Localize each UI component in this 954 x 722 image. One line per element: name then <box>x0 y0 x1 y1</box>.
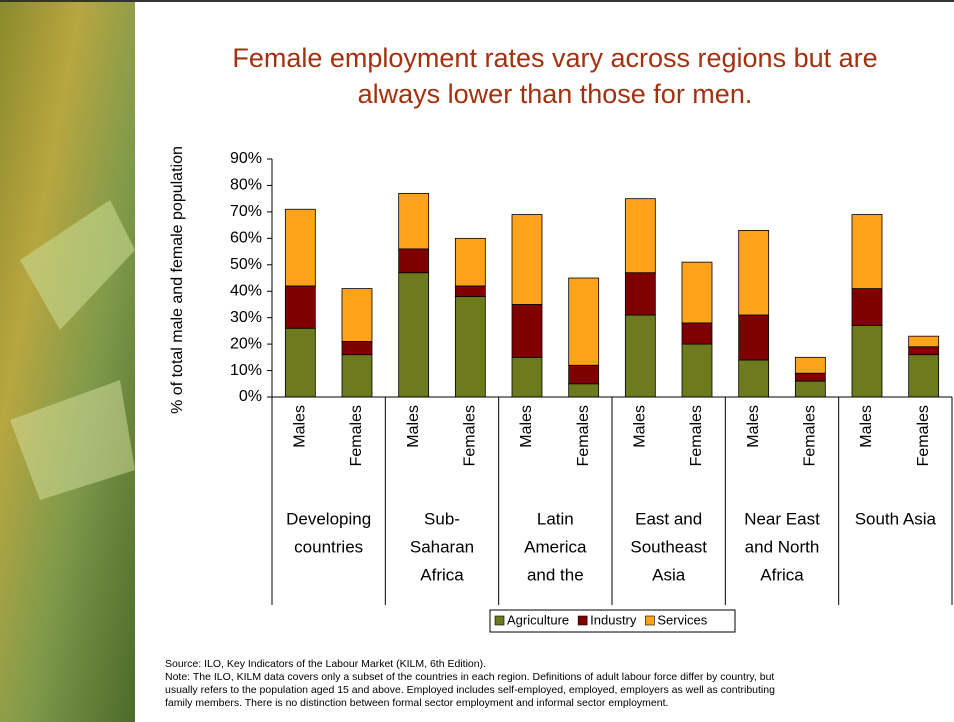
bar-segment <box>284 285 316 329</box>
note: usually refers to the population aged 15… <box>165 684 775 696</box>
x-tick-label: Males <box>632 405 649 448</box>
x-tick-label: Males <box>405 405 422 448</box>
bar-segment <box>681 343 713 398</box>
bar-segment <box>738 314 770 361</box>
bar-segment <box>851 288 883 327</box>
y-tick-label: 0% <box>239 388 262 405</box>
bar-segment <box>738 359 770 398</box>
bar-segment <box>454 285 486 297</box>
y-tick-label: 50% <box>230 256 262 273</box>
group-label: Saharan <box>410 537 474 556</box>
group-label: and the <box>527 565 584 584</box>
group-label: Sub- <box>424 509 460 528</box>
bar-segment <box>284 208 316 287</box>
y-tick-label: 20% <box>230 335 262 352</box>
group-label: Latin <box>537 509 574 528</box>
group-label: South Asia <box>855 509 937 528</box>
note: Note: The ILO, KILM data covers only a s… <box>165 671 774 683</box>
group-label: Near East <box>744 509 820 528</box>
group-label: America <box>524 537 587 556</box>
bar-segment <box>511 356 543 398</box>
y-tick-label: 90% <box>230 150 262 167</box>
legend-label: Agriculture <box>507 612 569 627</box>
bar-segment <box>851 214 883 289</box>
bar-segment <box>624 198 656 274</box>
legend-swatch <box>494 615 505 626</box>
decor-strip <box>0 0 135 722</box>
bar-segment <box>794 380 826 398</box>
legend-swatch <box>645 615 655 626</box>
x-tick-label: Females <box>462 405 479 466</box>
x-tick-label: Males <box>518 405 535 448</box>
bar-segment <box>908 335 940 348</box>
group-label: Southeast <box>630 537 707 556</box>
group-label: countries <box>294 537 363 556</box>
bar-segment <box>568 277 600 366</box>
chart-title: Female employment rates vary across regi… <box>232 43 877 73</box>
x-tick-label: Females <box>575 405 592 466</box>
y-tick-label: 40% <box>230 282 262 299</box>
x-tick-label: Females <box>348 405 365 466</box>
bar-segment <box>398 248 430 274</box>
y-tick-label: 30% <box>230 309 262 326</box>
chart-title: always lower than those for men. <box>358 79 753 109</box>
bar-segment <box>681 261 713 324</box>
x-tick-label: Males <box>858 405 875 448</box>
bar-segment <box>908 346 940 356</box>
bar-segment <box>511 304 543 358</box>
bar-segment <box>341 288 373 342</box>
x-tick-label: Females <box>688 405 705 466</box>
legend-label: Services <box>657 612 707 627</box>
bar-segment <box>454 296 486 398</box>
bar-segment <box>568 364 600 385</box>
legend: Agriculture Industry Services <box>489 609 736 633</box>
bar-segment <box>284 327 316 398</box>
bar-segment <box>341 354 373 398</box>
bar-segment <box>851 325 883 398</box>
bar-segment <box>454 237 486 287</box>
group-label: Developing <box>286 509 371 528</box>
bar-segment <box>341 341 373 356</box>
bar-segment <box>681 322 713 345</box>
bar-segment <box>624 314 656 398</box>
x-tick-label: Females <box>802 405 819 466</box>
bar-segment <box>398 192 430 250</box>
group-label: East and <box>635 509 702 528</box>
decor-shape <box>10 380 135 500</box>
x-tick-label: Males <box>745 405 762 448</box>
bar-segment <box>511 214 543 305</box>
bar-segment <box>738 229 770 316</box>
source: Source: ILO, Key Indicators of the Labou… <box>165 658 486 670</box>
group-label: and North <box>745 537 820 556</box>
y-tick-label: 80% <box>230 177 262 194</box>
note: family members. There is no distinction … <box>165 697 668 709</box>
group-label: Africa <box>420 565 464 584</box>
group-label: Asia <box>652 565 686 584</box>
bar-segment <box>794 372 826 382</box>
y-axis-label: % of total male and female population <box>169 146 186 414</box>
legend-swatch <box>577 615 588 626</box>
x-tick-label: Males <box>292 405 309 448</box>
x-tick-label: Females <box>915 405 932 466</box>
y-tick-label: 10% <box>230 362 262 379</box>
legend-box <box>489 609 736 633</box>
y-tick-label: 60% <box>230 230 262 247</box>
bar-segment <box>794 356 826 374</box>
y-tick-label: 70% <box>230 203 262 220</box>
bar-segment <box>398 272 430 398</box>
group-label: Africa <box>760 565 804 584</box>
decor-shape <box>20 200 135 330</box>
bar-segment <box>624 272 656 316</box>
bar-segment <box>568 383 600 398</box>
legend-label: Industry <box>590 612 637 627</box>
bar-segment <box>908 354 940 398</box>
